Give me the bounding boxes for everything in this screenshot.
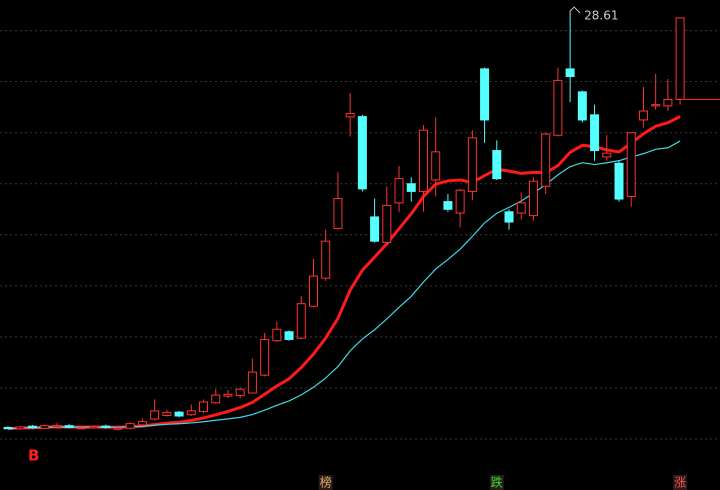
candle-body	[162, 411, 172, 416]
candle-body	[480, 68, 490, 121]
candle-body	[52, 424, 62, 428]
candle-body	[406, 183, 416, 192]
marker-box	[673, 475, 688, 490]
candle-body	[467, 137, 477, 192]
candle-body	[357, 116, 367, 190]
candle-body	[455, 189, 465, 214]
candle-body	[577, 91, 587, 121]
moving-average	[7, 140, 681, 430]
candle-body	[370, 216, 380, 242]
candle-body	[443, 201, 453, 210]
marker-box	[318, 475, 333, 490]
candle-body	[590, 114, 600, 152]
candle-body	[125, 423, 135, 429]
candle-body	[418, 129, 428, 192]
candle-body	[15, 426, 25, 430]
candle-body	[64, 425, 74, 428]
candle-body	[541, 133, 551, 187]
max-label: 28.61	[584, 9, 618, 23]
candle-body	[150, 410, 160, 420]
candle-body	[272, 328, 282, 342]
max-flag	[569, 6, 581, 16]
candle-body	[602, 152, 612, 158]
candle-body	[553, 79, 563, 136]
candle-body	[516, 202, 526, 214]
candle-body	[382, 204, 392, 243]
candle-body	[3, 426, 13, 430]
candle-body	[492, 150, 502, 180]
candle-body	[663, 99, 673, 107]
candle-body	[284, 331, 294, 340]
candle-body	[321, 240, 331, 279]
candle-body	[101, 425, 111, 428]
candle-body	[174, 411, 184, 417]
candle-body	[528, 180, 538, 217]
marker-label: 榜	[320, 475, 332, 490]
candle-body	[394, 178, 404, 204]
candle-body	[651, 104, 661, 107]
candle-body	[260, 338, 270, 376]
candle-body	[186, 410, 196, 416]
marker-label: 涨	[674, 475, 686, 490]
candle-body	[89, 426, 99, 429]
marker-box	[489, 475, 504, 490]
candle-body	[296, 303, 306, 339]
candle-body	[27, 425, 37, 429]
candle-body	[626, 132, 636, 198]
candle-body	[504, 211, 514, 223]
signal-label: B	[28, 447, 39, 465]
candle-body	[40, 425, 50, 429]
candle-body	[137, 421, 147, 426]
candle-body	[235, 388, 245, 397]
candle-body	[345, 113, 355, 118]
marker-label: 跌	[491, 475, 503, 490]
candle-body	[431, 151, 441, 181]
candle-body	[113, 427, 123, 430]
candle-body	[211, 394, 221, 404]
candle-body	[565, 68, 575, 78]
candle-body	[309, 275, 318, 307]
candle-body	[614, 162, 624, 200]
candle-body	[199, 401, 209, 412]
candle-body	[675, 17, 685, 101]
candle-body	[638, 110, 648, 121]
candle-body	[333, 198, 343, 229]
candle-body	[247, 371, 257, 394]
candle-body	[223, 393, 233, 397]
candle-body	[76, 427, 86, 430]
